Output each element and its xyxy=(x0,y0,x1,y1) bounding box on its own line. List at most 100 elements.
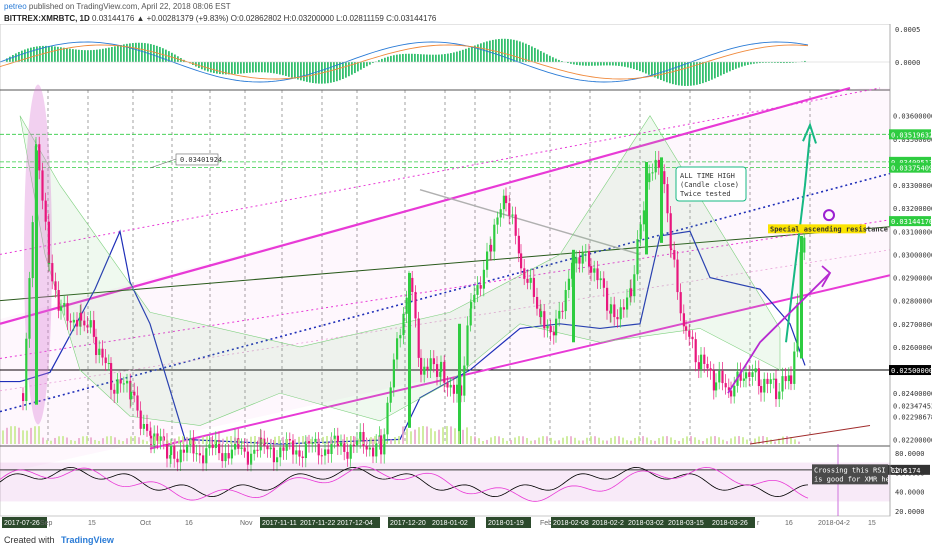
macd-bar xyxy=(744,62,746,66)
volume-bar xyxy=(634,437,636,444)
volume-bar xyxy=(446,426,448,444)
volume-bar xyxy=(126,438,128,444)
candle-body xyxy=(380,435,383,455)
candle-body xyxy=(567,278,570,291)
tradingview-logo[interactable]: TradingView xyxy=(61,535,114,545)
volume-bar xyxy=(2,430,4,444)
macd-bar xyxy=(711,62,713,80)
volume-bar xyxy=(742,437,744,444)
ath-note-line: Twice tested xyxy=(680,190,731,198)
volume-bar xyxy=(142,439,144,444)
macd-bar xyxy=(294,62,296,79)
volume-bar xyxy=(34,426,36,444)
volume-bar xyxy=(770,439,772,444)
macd-bar xyxy=(591,62,593,66)
macd-bar xyxy=(282,62,284,76)
candle-body xyxy=(642,210,645,225)
volume-bar xyxy=(666,436,668,444)
volume-bar xyxy=(342,439,344,444)
macd-bar xyxy=(246,62,248,74)
macd-bar xyxy=(540,51,542,62)
macd-bar xyxy=(99,49,101,62)
footer: Created with TradingView xyxy=(4,535,114,545)
candle-body xyxy=(622,307,625,310)
upper-dotted-line xyxy=(0,87,881,255)
volume-bar xyxy=(530,440,532,444)
volume-bar xyxy=(390,439,392,444)
candle-body xyxy=(76,319,79,327)
macd-bar xyxy=(441,54,443,62)
macd-bar xyxy=(534,47,536,62)
volume-bar xyxy=(626,440,628,444)
price-chart[interactable]: 0.03401924 ALL TIME HIGH(Candle close)Twi… xyxy=(0,24,932,530)
macd-bar xyxy=(783,62,785,64)
volume-bar xyxy=(482,440,484,444)
candle-body xyxy=(269,447,272,450)
macd-bar xyxy=(792,62,794,63)
macd-bar xyxy=(645,62,647,74)
candle-body xyxy=(432,358,435,365)
macd-bar xyxy=(585,62,587,66)
volume-bar xyxy=(486,439,488,444)
candle-body xyxy=(633,274,636,297)
date-label-bg xyxy=(2,517,47,528)
macd-bar xyxy=(264,62,266,73)
candle-body xyxy=(769,379,772,384)
volume-bar xyxy=(510,440,512,444)
candle-body xyxy=(486,251,489,270)
macd-bar xyxy=(9,56,11,62)
candle-body xyxy=(751,372,754,377)
candle-body xyxy=(72,319,75,323)
macd-bar xyxy=(390,55,392,62)
resistance-label-bg xyxy=(768,224,866,234)
candle-body xyxy=(214,440,217,449)
volume-bar xyxy=(254,436,256,444)
candle-body xyxy=(630,288,633,297)
volume-bar xyxy=(42,437,44,444)
date-label: Oct xyxy=(140,520,151,527)
macd-bar xyxy=(732,62,734,70)
candle-body xyxy=(149,430,152,436)
volume-bar xyxy=(322,436,324,444)
candle-body xyxy=(317,438,320,456)
candle-body xyxy=(606,287,609,311)
macd-bar xyxy=(351,62,353,75)
volume-bar xyxy=(122,441,124,444)
signal-line xyxy=(0,44,809,80)
macd-bar xyxy=(342,62,344,79)
volume-bar xyxy=(186,437,188,444)
macd-bar xyxy=(546,54,548,62)
date-label: 2018-02-08 xyxy=(553,520,589,527)
volume-bar xyxy=(334,438,336,444)
macd-bar xyxy=(78,49,80,62)
candle-body xyxy=(523,268,526,279)
macd-bar xyxy=(108,47,110,62)
candle-body xyxy=(263,438,266,446)
volume-bar xyxy=(722,439,724,444)
candle-body xyxy=(346,451,349,459)
macd-bar xyxy=(228,62,230,75)
resistance-marker xyxy=(823,209,835,222)
volume-bar xyxy=(242,441,244,444)
author-name[interactable]: petreo xyxy=(4,2,27,11)
candle-body xyxy=(724,383,727,388)
macd-bar xyxy=(363,62,365,68)
ath-note-line: (Candle close) xyxy=(680,181,739,189)
macd-bar xyxy=(513,39,515,62)
candle-body xyxy=(526,278,529,283)
candle-body xyxy=(443,361,446,383)
macd-bar xyxy=(204,62,206,71)
candle-body xyxy=(170,445,173,456)
candle-body xyxy=(362,432,365,447)
candle-body xyxy=(122,383,125,385)
candle-body xyxy=(588,251,591,267)
volume-bar xyxy=(658,438,660,444)
volume-bar xyxy=(286,439,288,444)
candle-body xyxy=(92,320,95,337)
candle-body xyxy=(142,423,145,429)
macd-bar xyxy=(549,55,551,62)
volume-bar xyxy=(418,427,420,444)
macd-bar xyxy=(573,62,575,65)
volume-bar xyxy=(578,440,580,444)
macd-bar xyxy=(435,54,437,62)
